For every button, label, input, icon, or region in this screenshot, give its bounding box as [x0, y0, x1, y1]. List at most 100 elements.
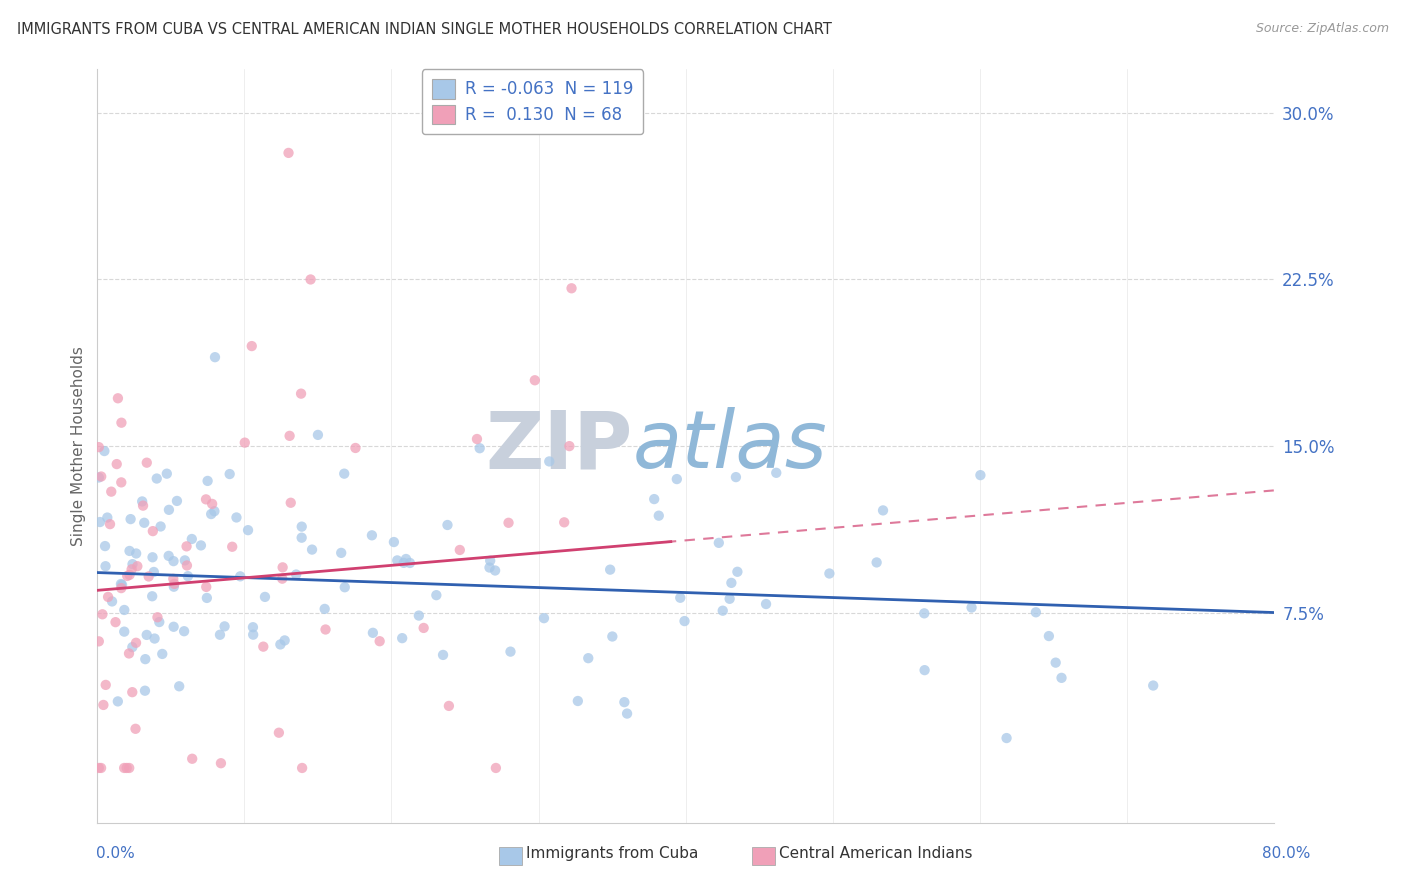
- Point: [499, 645, 522, 659]
- Point: [135, 456, 157, 470]
- Point: [673, 614, 696, 628]
- Point: [960, 600, 983, 615]
- Point: [138, 569, 160, 583]
- Point: [101, 594, 124, 608]
- Point: [208, 628, 231, 642]
- Point: [87, 761, 110, 775]
- Point: [221, 540, 243, 554]
- Point: [436, 518, 458, 533]
- Point: [195, 591, 218, 605]
- Point: [132, 499, 155, 513]
- Point: [125, 636, 148, 650]
- Point: [333, 467, 356, 481]
- Point: [134, 683, 156, 698]
- Point: [725, 565, 748, 579]
- Point: [301, 542, 323, 557]
- Point: [613, 695, 636, 709]
- Point: [273, 633, 295, 648]
- Text: Central American Indians: Central American Indians: [779, 846, 973, 861]
- Point: [124, 722, 146, 736]
- Point: [387, 553, 409, 567]
- Point: [190, 538, 212, 552]
- Point: [236, 523, 259, 537]
- Point: [333, 580, 356, 594]
- Point: [720, 575, 742, 590]
- Point: [118, 544, 141, 558]
- Point: [156, 467, 179, 481]
- Point: [478, 560, 501, 574]
- Point: [412, 621, 434, 635]
- Point: [914, 663, 936, 677]
- Point: [485, 761, 508, 775]
- Point: [112, 603, 135, 617]
- Point: [162, 572, 184, 586]
- Point: [145, 471, 167, 485]
- Point: [533, 611, 555, 625]
- Point: [201, 497, 224, 511]
- Point: [1038, 629, 1060, 643]
- Point: [240, 339, 263, 353]
- Point: [865, 556, 887, 570]
- Point: [148, 615, 170, 629]
- Point: [87, 634, 110, 648]
- Point: [616, 706, 638, 721]
- Point: [391, 631, 413, 645]
- Point: [361, 625, 384, 640]
- Point: [344, 441, 367, 455]
- Point: [225, 510, 247, 524]
- Point: [110, 475, 132, 490]
- Point: [135, 628, 157, 642]
- Point: [242, 620, 264, 634]
- Point: [755, 597, 778, 611]
- Point: [142, 565, 165, 579]
- Point: [163, 580, 186, 594]
- Point: [115, 761, 138, 775]
- Text: Immigrants from Cuba: Immigrants from Cuba: [526, 846, 699, 861]
- Point: [118, 567, 141, 582]
- Point: [392, 556, 415, 570]
- Point: [181, 752, 204, 766]
- Point: [94, 539, 117, 553]
- Point: [89, 515, 111, 529]
- Point: [242, 628, 264, 642]
- Point: [252, 640, 274, 654]
- Point: [291, 531, 314, 545]
- Point: [87, 440, 110, 454]
- Point: [872, 503, 894, 517]
- Point: [195, 580, 218, 594]
- Point: [538, 454, 561, 468]
- Point: [330, 546, 353, 560]
- Point: [523, 373, 546, 387]
- Point: [280, 496, 302, 510]
- Point: [271, 572, 294, 586]
- Point: [141, 589, 163, 603]
- Point: [177, 569, 200, 583]
- Point: [277, 145, 299, 160]
- Text: ZIP: ZIP: [485, 407, 633, 485]
- Point: [648, 508, 671, 523]
- Point: [93, 444, 115, 458]
- Point: [669, 591, 692, 605]
- Point: [94, 559, 117, 574]
- Point: [105, 457, 128, 471]
- Point: [1142, 679, 1164, 693]
- Point: [314, 602, 336, 616]
- Point: [995, 731, 1018, 745]
- Point: [94, 678, 117, 692]
- Point: [110, 416, 132, 430]
- Point: [278, 429, 301, 443]
- Point: [200, 507, 222, 521]
- Point: [110, 581, 132, 595]
- Point: [498, 516, 520, 530]
- Point: [479, 554, 502, 568]
- Point: [253, 590, 276, 604]
- Point: [209, 756, 232, 771]
- Point: [157, 503, 180, 517]
- Point: [176, 558, 198, 573]
- Point: [818, 566, 841, 581]
- Point: [912, 607, 935, 621]
- Point: [197, 474, 219, 488]
- Point: [718, 591, 741, 606]
- Point: [118, 647, 141, 661]
- Point: [202, 504, 225, 518]
